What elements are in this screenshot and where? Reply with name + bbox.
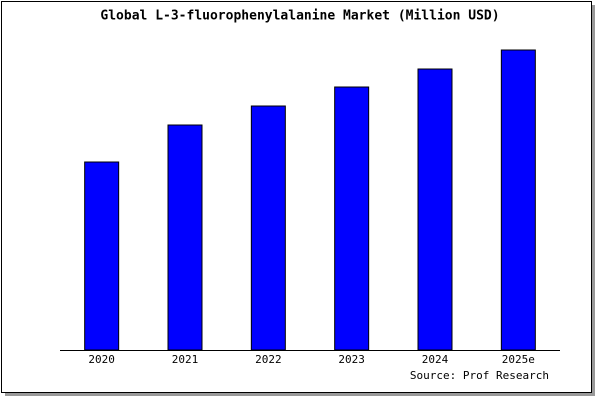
bar (250, 105, 286, 351)
x-tick-label: 2024 (422, 353, 449, 366)
x-tick-label: 2022 (255, 353, 282, 366)
chart-title: Global L-3-fluorophenylalanine Market (M… (100, 9, 499, 24)
source-note: Source: Prof Research (410, 369, 549, 382)
x-tick-label: 2025e (502, 353, 535, 366)
x-tick-label: 2023 (338, 353, 365, 366)
bar (84, 161, 120, 351)
bar (167, 124, 203, 351)
x-tick-label: 2020 (88, 353, 115, 366)
bar (334, 86, 370, 351)
x-tick-label: 2021 (172, 353, 199, 366)
bar (417, 68, 453, 351)
bar (500, 49, 536, 351)
